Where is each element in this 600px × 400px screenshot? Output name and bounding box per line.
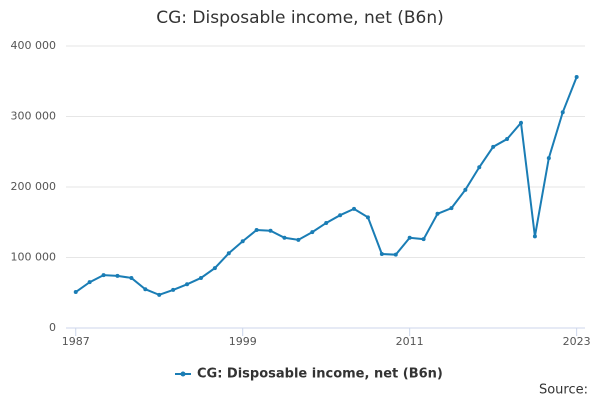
y-tick-label: 0 xyxy=(49,321,56,334)
data-point xyxy=(393,252,398,257)
x-tick-label: 1987 xyxy=(62,335,90,348)
chart-title: CG: Disposable income, net (B6n) xyxy=(156,8,444,28)
data-point xyxy=(282,235,287,240)
data-point xyxy=(212,266,217,271)
data-point xyxy=(352,206,357,211)
data-point xyxy=(505,137,510,142)
legend-label: CG: Disposable income, net (B6n) xyxy=(197,367,443,382)
data-point xyxy=(518,120,523,125)
data-point xyxy=(296,237,301,242)
data-point xyxy=(226,251,231,256)
data-point xyxy=(240,239,245,244)
data-point xyxy=(407,235,412,240)
data-point xyxy=(129,275,134,280)
data-point xyxy=(491,144,496,149)
y-tick-label: 300 000 xyxy=(11,110,57,123)
x-tick-label: 2011 xyxy=(396,335,424,348)
x-tick-label: 1999 xyxy=(229,335,257,348)
data-point xyxy=(198,275,203,280)
data-point xyxy=(463,187,468,192)
x-tick-label: 2023 xyxy=(563,335,591,348)
data-point xyxy=(73,290,78,295)
data-point xyxy=(532,234,537,239)
data-point xyxy=(185,282,190,287)
data-point xyxy=(338,213,343,218)
y-tick-label: 200 000 xyxy=(11,180,57,193)
data-point xyxy=(324,220,329,225)
data-point xyxy=(435,211,440,216)
data-point xyxy=(379,251,384,256)
data-point xyxy=(365,215,370,220)
data-point xyxy=(115,273,120,278)
data-point xyxy=(157,292,162,297)
legend-marker xyxy=(180,371,186,377)
data-point xyxy=(421,237,426,242)
y-tick-label: 100 000 xyxy=(11,251,57,264)
data-point xyxy=(254,228,259,233)
source: Source: xyxy=(539,383,588,398)
series-line xyxy=(75,76,578,296)
y-tick-label: 400 000 xyxy=(11,39,57,52)
data-point xyxy=(310,230,315,235)
data-point xyxy=(560,110,565,115)
data-point xyxy=(477,165,482,170)
data-point xyxy=(449,206,454,211)
data-point xyxy=(268,228,273,233)
data-point xyxy=(101,273,106,278)
data-point xyxy=(143,287,148,292)
data-point xyxy=(171,287,176,292)
data-point xyxy=(546,156,551,161)
data-point xyxy=(87,280,92,285)
data-point xyxy=(574,75,579,80)
